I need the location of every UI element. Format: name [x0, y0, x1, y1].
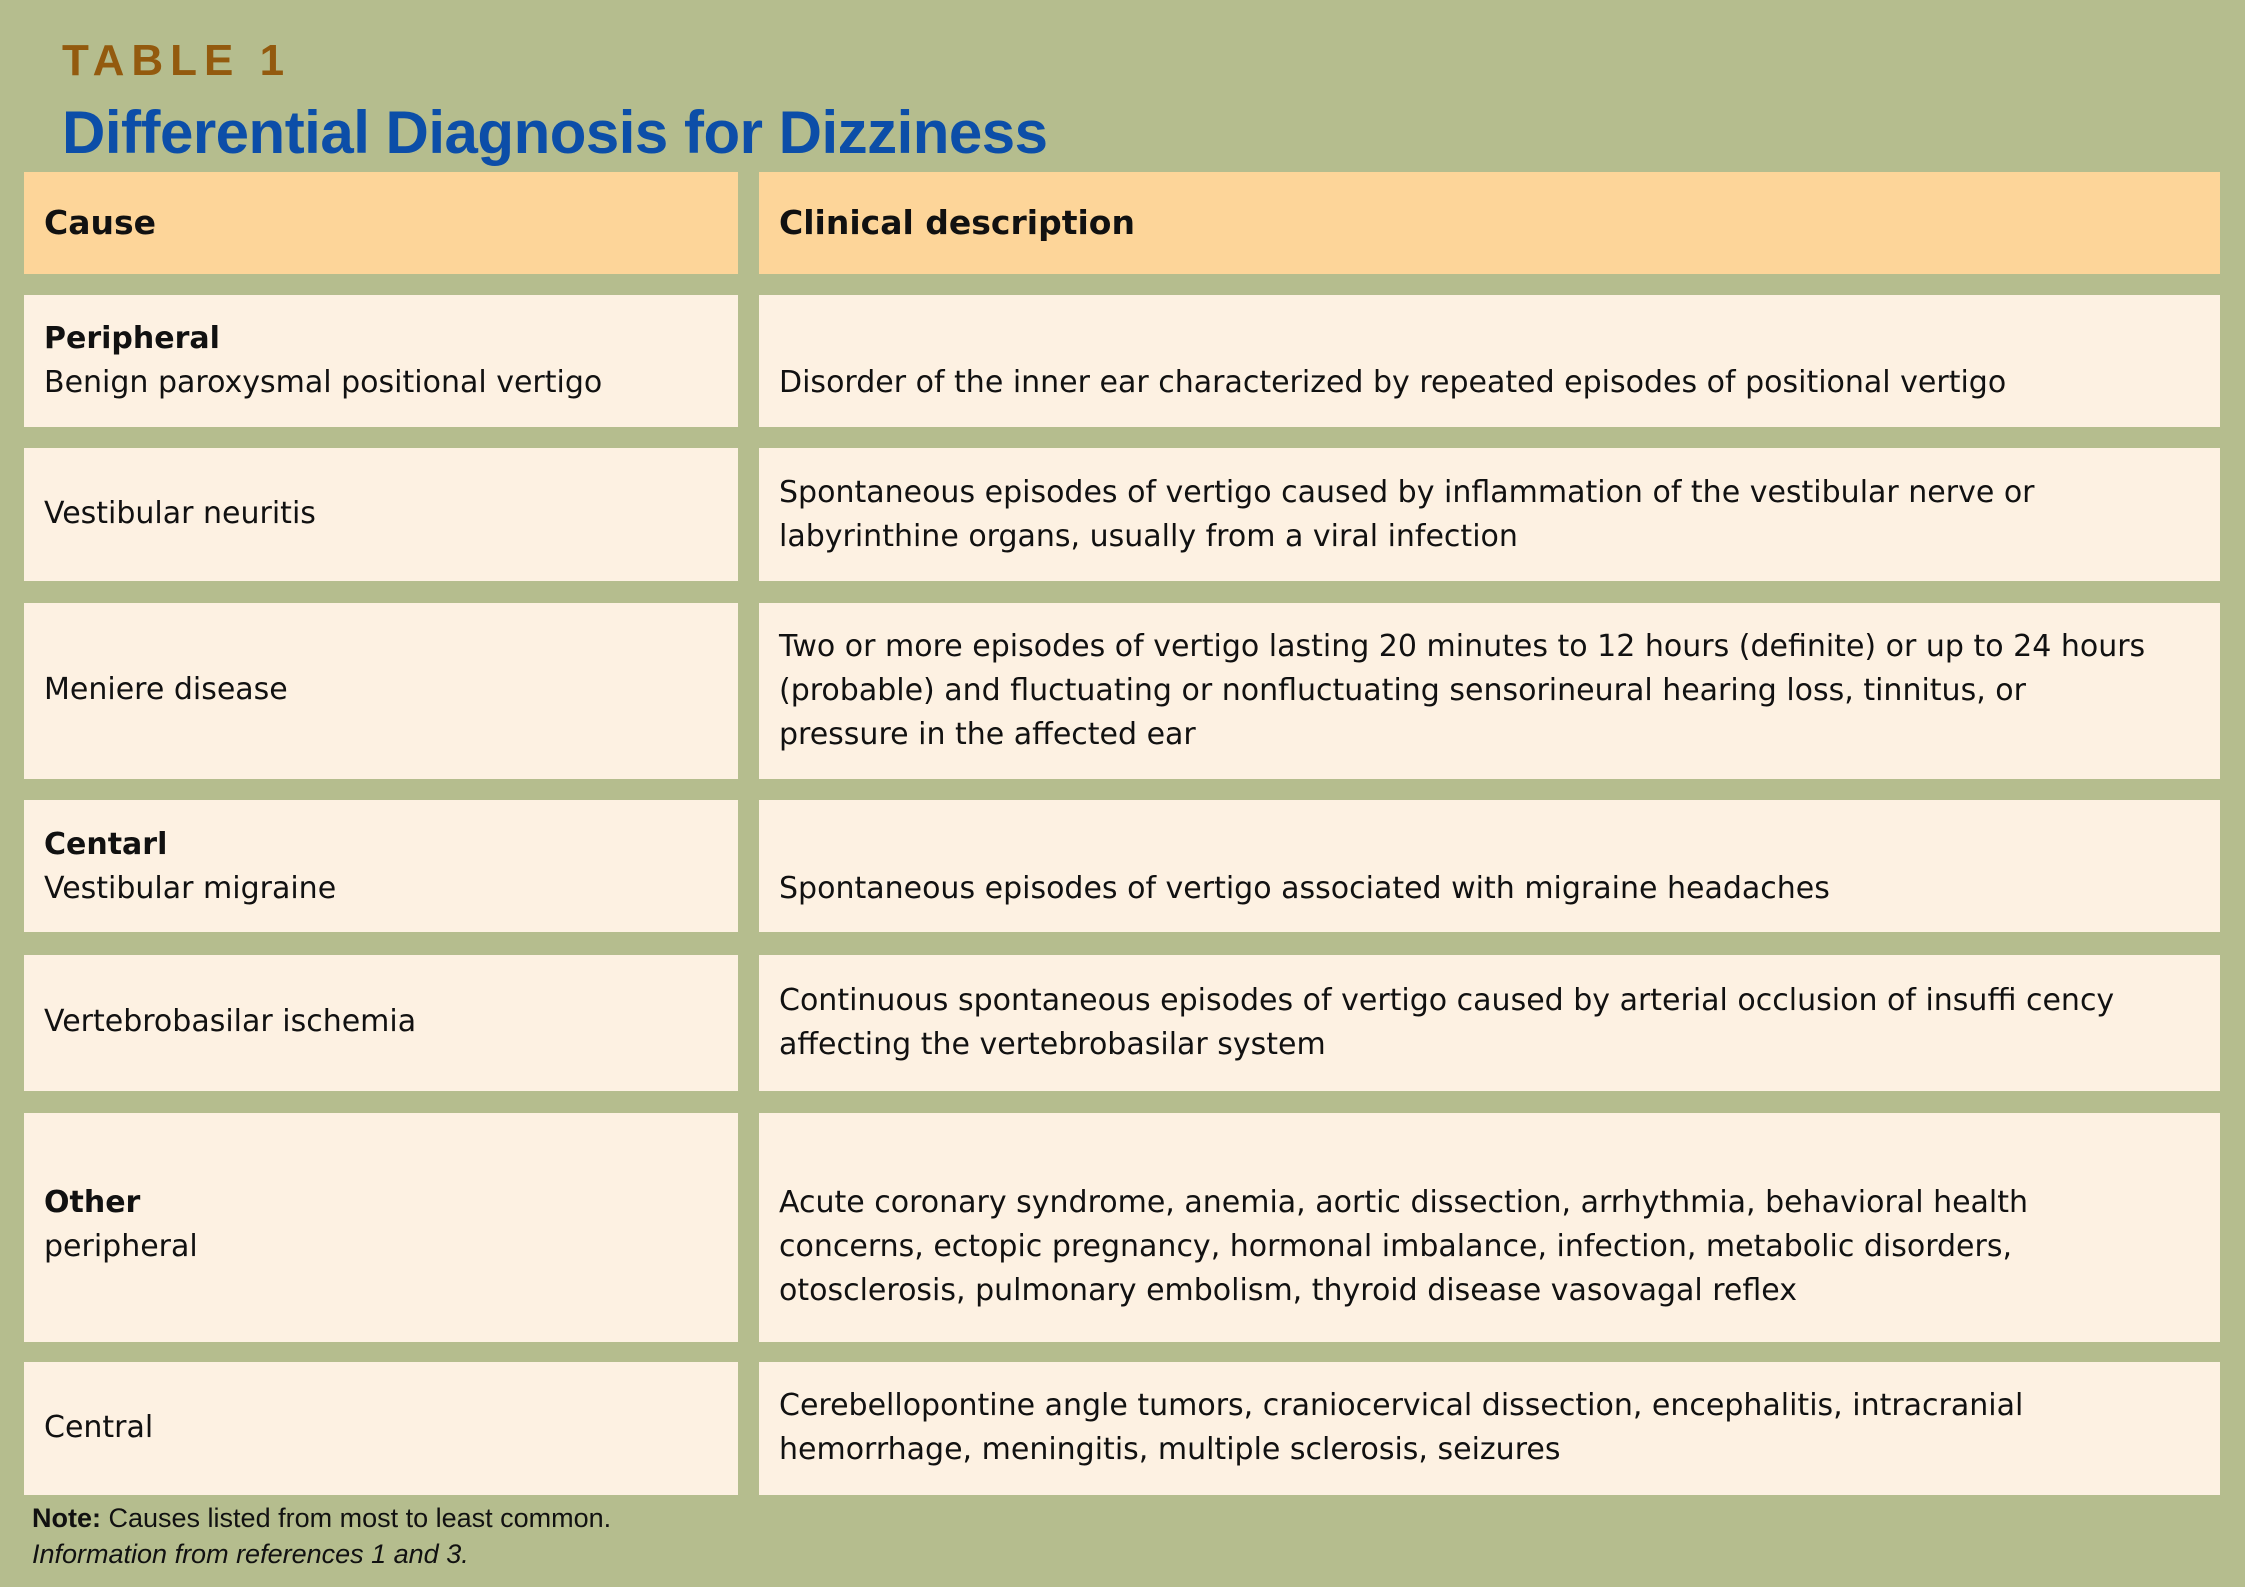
table-row-cause: Other peripheral — [24, 1113, 738, 1342]
table-row-description: Cerebellopontine angle tumors, craniocer… — [759, 1362, 2220, 1495]
cause-text: Meniere disease — [44, 672, 288, 707]
source-text: Information from references 1 and 3. — [32, 1539, 469, 1569]
table-label: TABLE 1 — [62, 36, 292, 85]
cause-text: Vestibular neuritis — [44, 496, 316, 531]
table-row-description: Spontaneous episodes of vertigo associat… — [759, 800, 2220, 932]
group-label: Centarl — [44, 827, 168, 862]
table-row-description: Disorder of the inner ear characterized … — [759, 295, 2220, 427]
description-text: Spontaneous episodes of vertigo associat… — [779, 871, 1830, 906]
description-text: Cerebellopontine angle tumors, craniocer… — [779, 1388, 2024, 1467]
table-title: Differential Diagnosis for Dizziness — [62, 99, 1048, 166]
description-text: Continuous spontaneous episodes of verti… — [779, 983, 2115, 1062]
header-cause: Cause — [24, 172, 738, 274]
table-row-cause: Centarl Vestibular migraine — [24, 800, 738, 932]
table-row-cause: Vestibular neuritis — [24, 448, 738, 581]
cause-text: Benign paroxysmal positional vertigo — [44, 365, 603, 400]
table-row-cause: Peripheral Benign paroxysmal positional … — [24, 295, 738, 427]
cause-text: Central — [44, 1410, 154, 1445]
table-note: Note: Causes listed from most to least c… — [32, 1500, 611, 1572]
cause-text: Vertebrobasilar ischemia — [44, 1004, 417, 1039]
table-row-cause: Central — [24, 1362, 738, 1495]
table-row-description: Two or more episodes of vertigo lasting … — [759, 603, 2220, 779]
description-text: Spontaneous episodes of vertigo caused b… — [779, 475, 2035, 554]
note-text: Causes listed from most to least common. — [101, 1503, 612, 1533]
note-label: Note: — [32, 1503, 101, 1533]
table-row-description: Acute coronary syndrome, anemia, aortic … — [759, 1113, 2220, 1342]
group-label: Other — [44, 1185, 141, 1220]
description-text: Disorder of the inner ear characterized … — [779, 365, 2007, 400]
group-label: Peripheral — [44, 321, 220, 356]
table-row-cause: Vertebrobasilar ischemia — [24, 955, 738, 1091]
table-row-description: Spontaneous episodes of vertigo caused b… — [759, 448, 2220, 581]
description-text: Acute coronary syndrome, anemia, aortic … — [779, 1185, 2029, 1308]
table-row-cause: Meniere disease — [24, 603, 738, 779]
cause-text: peripheral — [44, 1229, 198, 1264]
cause-text: Vestibular migraine — [44, 871, 337, 906]
header-description: Clinical description — [759, 172, 2220, 274]
description-text: Two or more episodes of vertigo lasting … — [779, 629, 2146, 752]
table-row-description: Continuous spontaneous episodes of verti… — [759, 955, 2220, 1091]
